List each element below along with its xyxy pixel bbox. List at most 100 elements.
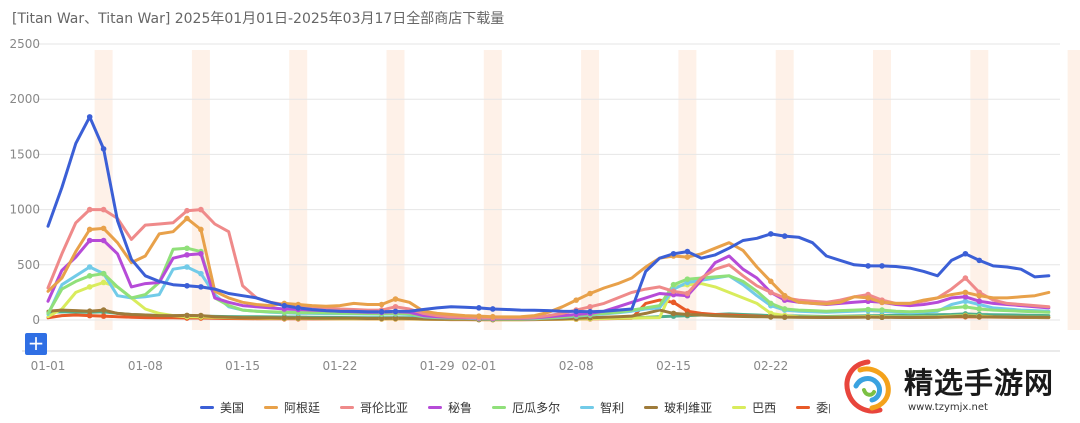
data-point [976,292,983,299]
data-point [198,284,204,290]
data-point [281,302,288,309]
data-point [865,295,871,301]
data-point [670,288,677,295]
data-point [962,275,969,281]
data-point [100,225,107,232]
data-point [962,250,969,257]
data-point [865,306,871,313]
weekend-band-5 [581,50,600,330]
data-point [962,298,969,305]
data-point [976,306,983,312]
data-point [392,296,399,302]
weekend-band-6 [678,50,697,330]
data-point [684,254,691,260]
data-point [670,250,677,257]
legend-swatch [340,405,355,409]
data-point [86,308,93,314]
watermark-title: 精选手游网 [904,366,1055,400]
y-axis-labels: 0 500 1000 1500 2000 2500 [9,37,40,327]
data-point [976,257,983,264]
data-point [392,303,399,310]
data-point [281,315,288,321]
data-point [684,290,691,297]
weekend-band-7 [775,50,794,330]
weekend-band-10 [1067,50,1080,330]
legend-swatch [492,405,507,409]
legend-swatch [580,405,595,409]
y-tick-label: 2000 [9,92,40,106]
data-point [392,315,399,322]
legend-item-2[interactable]: 哥伦比亚 [340,399,408,416]
data-point [879,263,885,269]
data-point [198,206,204,213]
weekend-band-8 [873,50,891,330]
data-point [879,314,885,321]
legend-swatch [732,405,747,409]
data-point [198,250,204,257]
data-point [295,305,302,311]
data-point [184,245,190,252]
legend-item-5[interactable]: 智利 [580,399,624,416]
weekend-band-2 [289,50,308,330]
y-tick-label: 1000 [9,203,40,217]
data-point [587,290,593,297]
data-point [962,303,969,310]
data-point [962,289,969,296]
data-point [198,226,204,233]
data-point [768,278,774,285]
x-tick-label: 02-01 [461,359,496,373]
legend-item-7[interactable]: 巴西 [732,399,776,416]
legend-swatch [644,405,659,409]
data-point [184,252,190,258]
data-point [865,263,871,269]
data-point [684,276,691,282]
series-points [86,114,983,323]
data-point [100,307,107,313]
data-point [184,282,190,289]
site-logo-icon [844,359,891,414]
data-point [684,248,691,255]
data-point [781,314,788,320]
data-point [670,310,677,317]
data-point [781,306,788,312]
watermark-url: www.tzymjx.net [908,402,988,413]
legend-label: 哥伦比亚 [360,400,409,415]
legend-item-0[interactable]: 美国 [200,399,244,416]
data-point [670,281,677,288]
data-point [476,313,482,319]
data-point [490,313,496,320]
x-tick-label: 01-15 [225,359,260,373]
data-point [879,299,885,306]
watermark: 精选手游网 www.tzymjx.net [832,354,1080,423]
data-point [976,298,983,305]
legend-item-4[interactable]: 厄瓜多尔 [492,399,560,416]
data-point [587,308,593,315]
legend-label: 阿根廷 [284,400,321,415]
data-point [781,233,788,239]
legend-swatch [200,405,214,409]
weekend-band-3 [386,50,405,330]
data-point [768,300,774,307]
data-point [198,270,204,277]
data-point [768,231,774,237]
legend-label: 巴西 [752,400,777,415]
legend: 美国阿根廷哥伦比亚秘鲁厄瓜多尔智利玻利维亚巴西委内瑞拉洪都拉斯 [200,398,830,416]
data-point [865,314,871,320]
data-point [100,237,107,244]
legend-label: 玻利维亚 [664,400,713,415]
weekend-band-4 [483,50,502,330]
x-tick-label: 01-08 [128,359,163,373]
legend-swatch [796,405,811,409]
legend-label: 智利 [600,400,625,415]
legend-item-6[interactable]: 玻利维亚 [644,399,712,416]
data-point [100,146,107,152]
weekend-band-0 [94,50,113,330]
data-point [86,312,93,319]
legend-item-1[interactable]: 阿根廷 [264,399,320,416]
legend-item-8[interactable]: 委内瑞拉 [796,399,830,416]
data-point [86,226,93,233]
add-button[interactable]: + [25,333,47,355]
data-point [184,264,190,270]
legend-item-3[interactable]: 秘鲁 [428,399,472,416]
